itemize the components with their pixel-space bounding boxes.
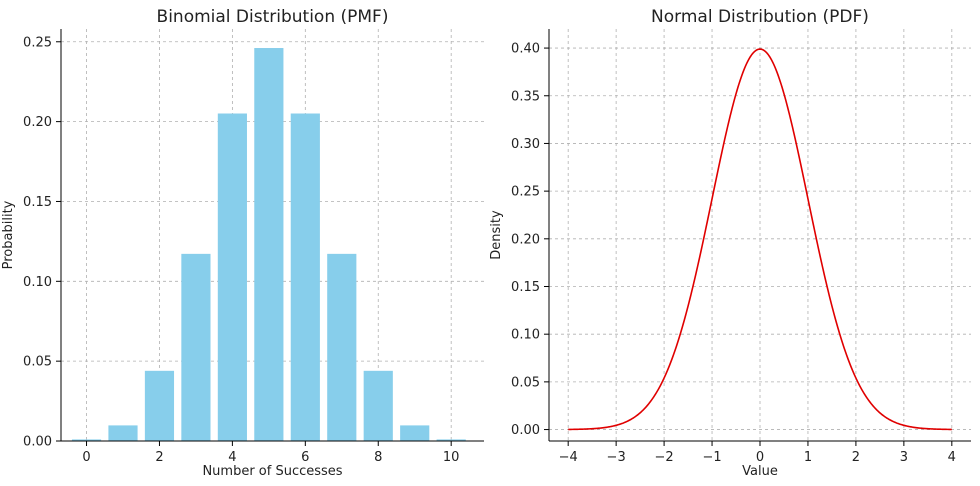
right-y-tick-label: 0.30: [511, 137, 540, 152]
right-y-tick-label: 0.00: [511, 423, 540, 438]
binomial-bar-0: [71, 439, 102, 441]
right-y-tick-label: 0.05: [511, 375, 540, 390]
binomial-chart: 0 2 4 6 8 10 0.00 0.05 0.10 0.15 0.20 0.25 Binomia…: [1, 7, 484, 479]
normal-pdf-line: [568, 48, 952, 431]
left-x-tick-label: 6: [301, 450, 309, 465]
binomial-bars: [71, 48, 466, 441]
normal-x-axis-label: Value: [742, 464, 778, 479]
right-x-tick-label: 3: [900, 450, 908, 465]
normal-x-ticks: −4 −3 −2 −1 0 1 2 3 4: [559, 441, 956, 465]
right-x-tick-label: −1: [702, 450, 721, 465]
normal-y-ticks: 0.00 0.05 0.10 0.15 0.20 0.25 0.30 0.35 0.40: [511, 42, 549, 438]
left-x-tick-label: 2: [155, 450, 163, 465]
normal-grid: [549, 29, 971, 441]
binomial-chart-title: Binomial Distribution (PMF): [157, 7, 389, 27]
binomial-x-ticks: 0 2 4 6 8 10: [82, 441, 459, 465]
binomial-bar-2: [144, 370, 175, 441]
binomial-bar-9: [400, 425, 430, 441]
normal-y-axis-label: Density: [489, 210, 504, 260]
right-x-tick-label: 0: [756, 450, 764, 465]
right-x-tick-label: 2: [852, 450, 860, 465]
right-y-tick-label: 0.25: [511, 185, 540, 200]
right-x-tick-label: −2: [655, 450, 674, 465]
right-y-tick-label: 0.15: [511, 280, 540, 295]
right-x-tick-label: −3: [607, 450, 626, 465]
right-y-tick-label: 0.40: [511, 42, 540, 57]
left-x-tick-label: 4: [228, 450, 236, 465]
left-x-tick-label: 10: [443, 450, 460, 465]
binomial-bar-7: [327, 253, 357, 441]
binomial-bar-6: [290, 113, 320, 441]
right-y-tick-label: 0.35: [511, 89, 540, 104]
right-x-tick-label: −4: [559, 450, 578, 465]
binomial-y-ticks: 0.00 0.05 0.10 0.15 0.20 0.25: [23, 35, 61, 450]
binomial-x-axis-label: Number of Successes: [202, 464, 342, 479]
normal-chart-title: Normal Distribution (PDF): [651, 7, 869, 27]
binomial-bar-8: [363, 370, 393, 441]
binomial-bar-1: [108, 425, 138, 441]
binomial-y-axis-label: Probability: [1, 200, 16, 269]
left-y-tick-label: 0.05: [23, 355, 52, 370]
right-x-tick-label: 4: [948, 450, 956, 465]
left-y-tick-label: 0.15: [23, 195, 52, 210]
left-y-tick-label: 0.25: [23, 35, 52, 50]
left-x-tick-label: 0: [82, 450, 90, 465]
left-y-tick-label: 0.00: [23, 435, 52, 450]
binomial-bar-5: [254, 48, 284, 441]
left-y-tick-label: 0.10: [23, 275, 52, 290]
binomial-bar-10: [436, 439, 466, 441]
binomial-bar-4: [217, 113, 247, 441]
right-x-tick-label: 1: [804, 450, 812, 465]
right-y-tick-label: 0.20: [511, 232, 540, 247]
normal-chart: −4 −3 −2 −1 0 1 2 3 4 0.000.050.100.150.200.250.…: [489, 7, 971, 479]
left-x-tick-label: 8: [374, 450, 382, 465]
left-y-tick-label: 0.20: [23, 115, 52, 130]
right-y-tick-label: 0.10: [511, 328, 540, 343]
binomial-bar-3: [181, 253, 211, 441]
